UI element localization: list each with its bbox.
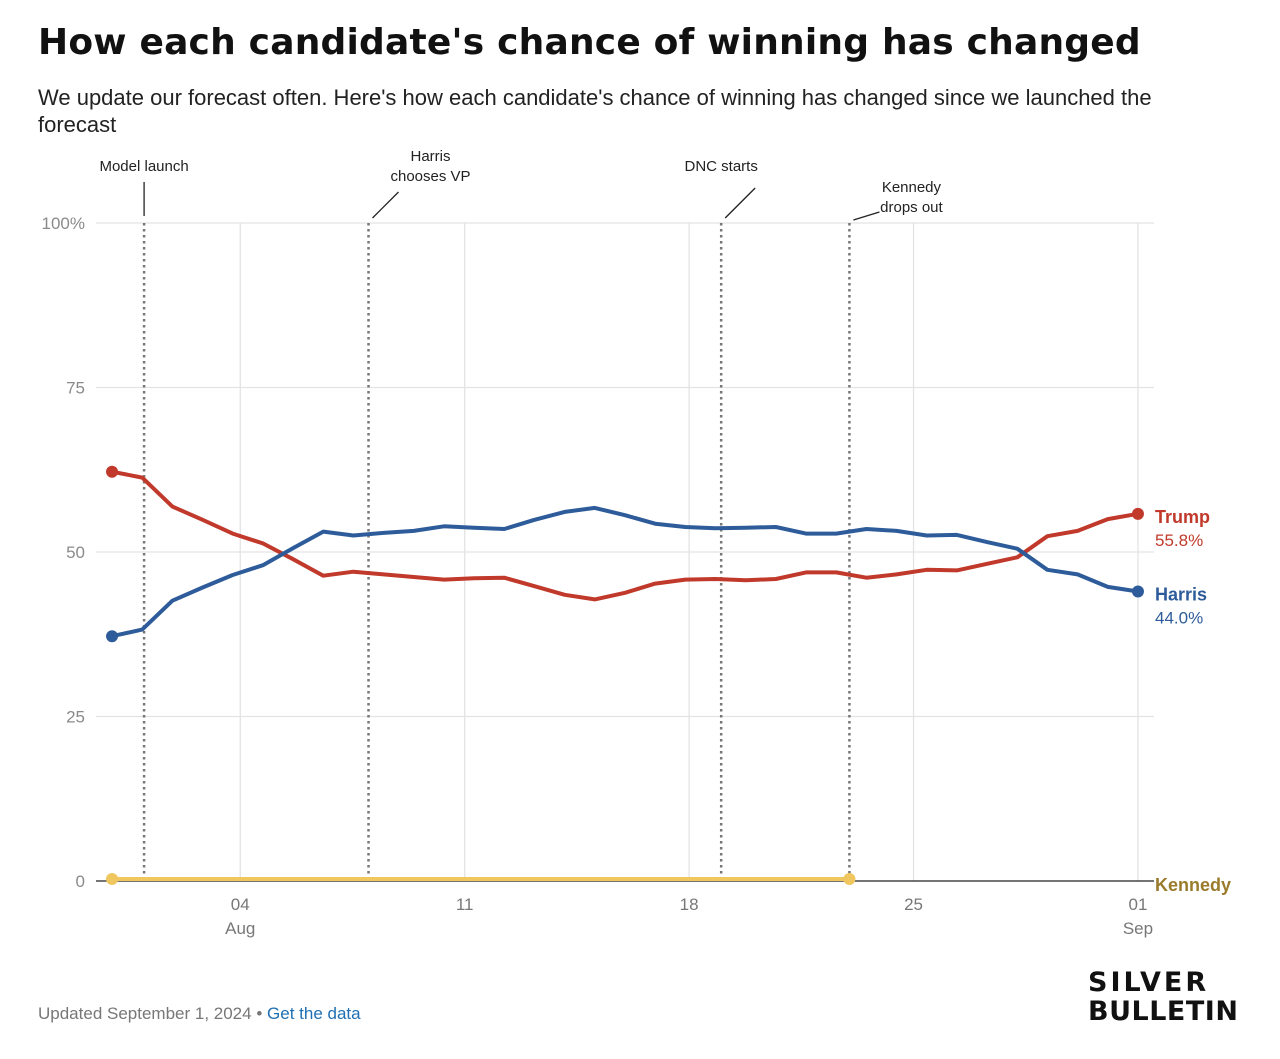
event-label-line: Kennedy <box>882 179 942 196</box>
harris-end-point <box>1131 585 1144 598</box>
y-tick-label: 50 <box>66 543 85 562</box>
trump-series-label: Trump <box>1155 507 1210 527</box>
trump-start-point <box>106 465 119 478</box>
footer-separator: • <box>251 1004 268 1023</box>
event-label-line: chooses VP <box>390 168 470 185</box>
logo-line-2: BULLETIN <box>1088 996 1239 1027</box>
event-label-line: drops out <box>880 199 943 216</box>
y-tick-label: 100% <box>42 214 85 233</box>
harris-line <box>110 505 1140 639</box>
y-tick-label: 75 <box>66 379 85 398</box>
kennedy-series-label: Kennedy <box>1155 875 1231 895</box>
event-leader-line <box>724 187 756 219</box>
event-leader-line <box>372 191 399 219</box>
x-tick-sublabel: Sep <box>1123 919 1153 938</box>
harris-start-point <box>106 630 119 643</box>
x-tick-label: 25 <box>904 895 923 914</box>
event-leader-line <box>853 211 880 221</box>
trump-value-label: 55.8% <box>1155 531 1203 550</box>
event-label-line: Harris <box>411 148 451 165</box>
get-data-link[interactable]: Get the data <box>267 1004 361 1023</box>
x-tick-sublabel: Aug <box>225 919 255 938</box>
trump-line <box>110 469 1140 602</box>
kennedy-start-point <box>106 873 119 886</box>
y-tick-label: 0 <box>76 872 85 891</box>
logo-line-1: SILVER <box>1088 967 1210 998</box>
x-tick-label: 18 <box>680 895 699 914</box>
chart-title: How each candidate's chance of winning h… <box>38 22 1141 63</box>
chart-subtitle: We update our forecast often. Here's how… <box>38 85 1152 137</box>
footer: Updated September 1, 2024 • Get the data <box>38 1004 361 1024</box>
x-tick-label: 01 <box>1129 895 1148 914</box>
updated-text: Updated September 1, 2024 <box>38 1004 252 1023</box>
harris-series-label: Harris <box>1155 584 1207 604</box>
kennedy-end-point <box>843 873 856 886</box>
trump-end-point <box>1131 507 1144 520</box>
event-label: Model launch <box>99 158 188 175</box>
y-tick-label: 25 <box>66 708 85 727</box>
silver-bulletin-logo: SILVER BULLETIN <box>1088 968 1240 1026</box>
event-label: DNC starts <box>685 158 758 175</box>
x-tick-label: 04 <box>231 895 250 914</box>
harris-value-label: 44.0% <box>1155 608 1203 627</box>
x-tick-label: 11 <box>456 895 474 914</box>
